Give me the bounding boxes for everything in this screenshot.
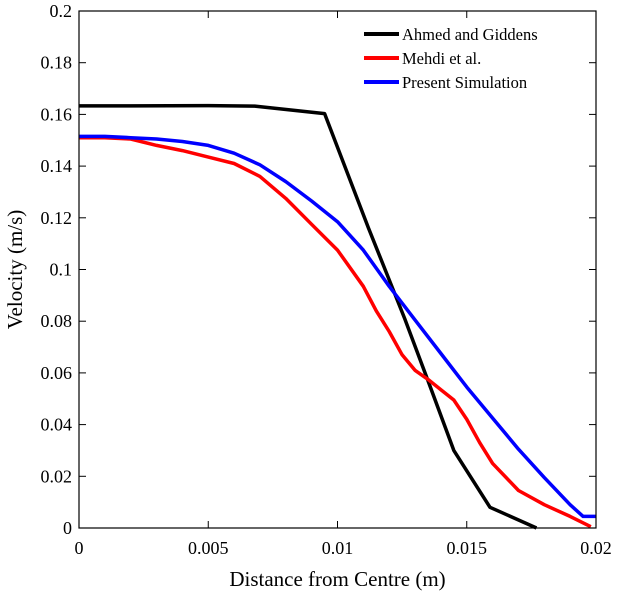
y-tick-label: 0.18 [41, 53, 73, 73]
x-tick-label: 0.01 [322, 538, 354, 558]
legend: Ahmed and Giddens Mehdi et al. Present Sim… [364, 25, 538, 92]
y-axis-title: Velocity (m/s) [3, 210, 27, 330]
x-tick-label: 0.015 [447, 538, 488, 558]
y-tick-label: 0.12 [41, 208, 73, 228]
plot-lines [79, 103, 596, 530]
x-tick-label: 0.02 [580, 538, 612, 558]
y-tick-label: 0.2 [50, 1, 73, 21]
series-line-1 [79, 103, 538, 530]
y-tick-label: 0.14 [41, 156, 73, 176]
legend-label: Mehdi et al. [402, 49, 481, 68]
axis-ticks [78, 10, 597, 529]
tick-labels: 0 0.005 0.01 0.015 0.02 0 0.02 0.04 0.06 0.08 0.1 0… [41, 1, 612, 558]
series-line-3 [79, 134, 596, 519]
legend-label: Ahmed and Giddens [402, 25, 538, 44]
legend-label: Present Simulation [402, 73, 527, 92]
x-tick-label: 0 [75, 538, 84, 558]
y-tick-label: 0.08 [41, 311, 73, 331]
y-tick-label: 0.1 [50, 260, 73, 280]
x-axis-title: Distance from Centre (m) [229, 567, 445, 591]
y-tick-label: 0.16 [41, 104, 73, 124]
y-tick-label: 0.04 [41, 415, 73, 435]
y-tick-label: 0.02 [41, 466, 73, 486]
y-tick-label: 0.06 [41, 363, 73, 383]
series-line-2 [79, 135, 592, 529]
y-tick-label: 0 [63, 518, 72, 538]
x-tick-label: 0.005 [188, 538, 229, 558]
